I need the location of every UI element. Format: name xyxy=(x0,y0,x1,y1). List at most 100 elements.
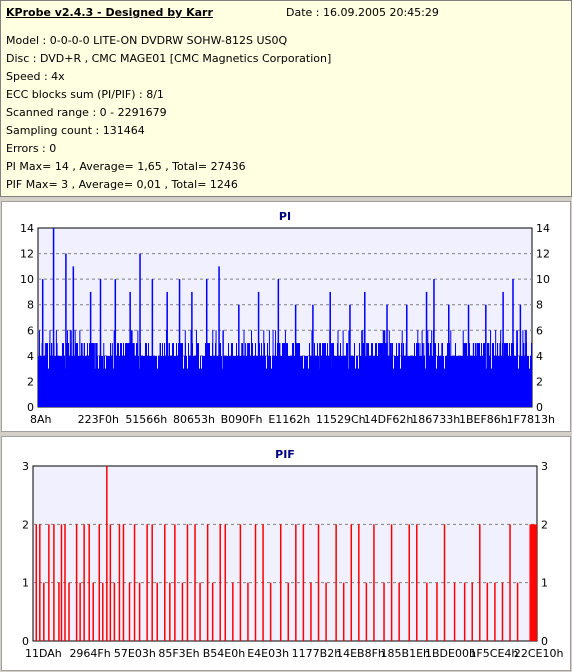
pi-bar xyxy=(66,330,68,407)
pi-bar xyxy=(419,343,421,407)
pi-bar xyxy=(183,368,184,407)
x-tick-label: 1F5CE4h xyxy=(469,647,518,660)
pi-bar xyxy=(207,343,208,407)
pif-bar xyxy=(106,466,108,641)
pi-peak-bar xyxy=(114,279,117,407)
pi-bar xyxy=(346,343,347,407)
pi-peak-bar xyxy=(72,266,75,407)
pif-bar xyxy=(269,582,272,641)
info-pi-stats: PI Max= 14 , Average= 1,65 , Total= 2743… xyxy=(6,160,246,173)
pi-bar xyxy=(52,355,53,407)
pi-bar xyxy=(103,343,105,407)
pif-bar xyxy=(373,524,375,641)
pif-bar xyxy=(350,524,353,641)
pi-bar xyxy=(462,355,463,407)
pi-bar xyxy=(294,355,295,407)
pi-bar xyxy=(497,343,499,407)
pi-bar xyxy=(107,355,108,407)
pi-bar xyxy=(167,343,169,407)
pi-bar xyxy=(163,355,164,407)
pi-bar xyxy=(174,355,175,407)
pi-peak-bar xyxy=(294,304,297,407)
pi-bar xyxy=(272,355,273,407)
pi-bar xyxy=(70,343,72,407)
pi-bar xyxy=(529,368,530,407)
y-tick-label-right: 10 xyxy=(536,273,550,286)
pi-bar xyxy=(418,343,419,407)
pi-bar xyxy=(337,330,339,407)
pi-bar xyxy=(211,355,212,407)
pi-bar xyxy=(78,355,79,407)
pi-bar xyxy=(119,355,120,407)
y-tick-label-left: 4 xyxy=(27,350,34,363)
pif-bar xyxy=(287,582,290,641)
pif-bar xyxy=(83,524,85,641)
pi-bar xyxy=(344,355,345,407)
pi-bar xyxy=(446,355,447,407)
pi-bar xyxy=(199,368,200,407)
pif-bar xyxy=(181,582,184,641)
pi-bar xyxy=(94,343,96,407)
info-speed: Speed : 4x xyxy=(6,70,65,83)
pi-bar xyxy=(481,343,482,407)
pi-bar xyxy=(304,355,305,407)
pi-bar xyxy=(379,343,380,407)
pif-bar xyxy=(68,582,70,641)
pi-bar xyxy=(141,355,142,407)
y-tick-label-right: 3 xyxy=(541,460,548,473)
pi-bar xyxy=(85,355,86,407)
pif-bar xyxy=(39,524,41,641)
pif-bar xyxy=(164,524,166,641)
pif-bar xyxy=(317,524,320,641)
pif-bar xyxy=(486,582,489,641)
x-tick-label: E1162h xyxy=(268,413,310,426)
pi-bar xyxy=(248,343,249,407)
y-tick-label-right: 0 xyxy=(536,401,543,414)
pi-bar xyxy=(439,355,440,407)
pi-peak-bar xyxy=(151,279,154,407)
pi-bar xyxy=(334,355,335,407)
pi-bar xyxy=(215,343,216,407)
x-tick-label: 185B1Eh xyxy=(381,647,430,660)
pi-bar xyxy=(444,368,445,407)
pi-bar xyxy=(217,355,218,407)
pi-bar xyxy=(38,330,40,407)
y-tick-label-left: 1 xyxy=(22,577,29,590)
plot-area xyxy=(32,465,538,642)
pi-bar xyxy=(342,355,343,407)
pi-bar xyxy=(416,343,417,407)
pi-bar xyxy=(93,343,95,407)
pif-bar xyxy=(479,524,481,641)
pi-bar xyxy=(263,330,265,407)
pi-bar xyxy=(355,368,356,407)
pi-bar xyxy=(55,330,57,407)
pi-bar xyxy=(390,343,392,407)
pi-bar xyxy=(177,355,178,407)
pif-bar xyxy=(279,524,282,641)
x-tick-label: B54E0h xyxy=(203,647,245,660)
y-tick-label-right: 4 xyxy=(536,350,543,363)
pif-bar xyxy=(443,524,446,641)
y-tick-label-right: 2 xyxy=(541,518,548,531)
pi-bar xyxy=(506,343,508,407)
pi-bar xyxy=(297,343,298,407)
pi-bar xyxy=(493,343,494,407)
pif-bar xyxy=(43,582,45,641)
pi-bar xyxy=(193,355,194,407)
pi-bar xyxy=(354,343,355,407)
pi-bar xyxy=(274,355,275,407)
x-tick-label: 22CE10h xyxy=(514,647,564,660)
pi-bar xyxy=(175,355,176,407)
pi-bar xyxy=(110,343,111,407)
bars xyxy=(35,466,537,641)
pi-bar xyxy=(375,343,376,407)
pi-bar xyxy=(326,355,327,407)
pi-bar xyxy=(291,355,292,407)
pi-bar xyxy=(111,343,113,407)
pi-bar xyxy=(498,355,499,407)
pi-bar xyxy=(161,355,162,407)
pi-bar xyxy=(321,355,322,407)
pi-bar xyxy=(171,355,172,407)
pi-bar xyxy=(332,343,333,407)
y-tick-label-right: 12 xyxy=(536,248,550,261)
